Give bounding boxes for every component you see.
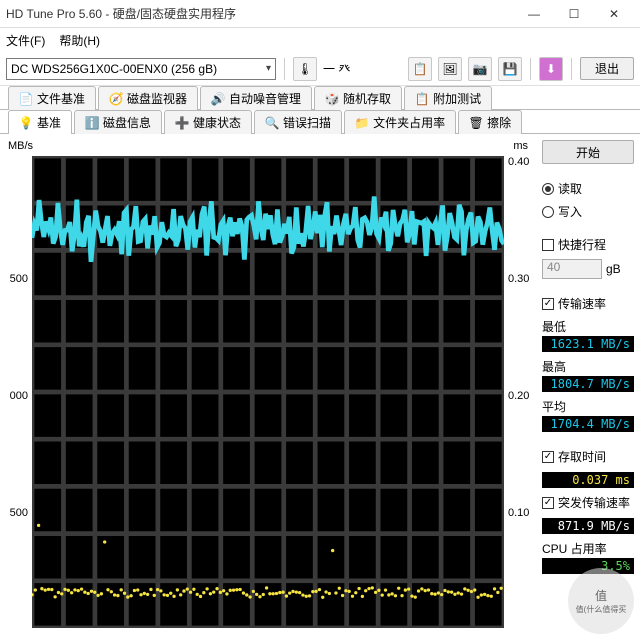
chevron-down-icon: ▾	[266, 63, 271, 74]
min-value: 1623.1 MB/s	[542, 336, 634, 352]
tab-icon: 💡	[19, 116, 33, 130]
tab-icon: ➕	[175, 116, 189, 130]
titlebar: HD Tune Pro 5.60 - 硬盘/固态硬盘实用程序 — ☐ ✕	[0, 0, 640, 28]
tabs-row-2: 💡基准ℹ️磁盘信息➕健康状态🔍错误扫描📁文件夹占用率🗑擦除	[0, 110, 640, 134]
short-unit: gB	[606, 262, 621, 276]
max-label: 最高	[542, 358, 634, 375]
screenshot-icon[interactable]: 🖼	[438, 57, 462, 81]
min-label: 最低	[542, 318, 634, 335]
tab-icon: 📁	[355, 116, 369, 130]
thermometer-icon[interactable]: 🌡	[293, 57, 317, 81]
y-right-label: ms	[513, 140, 528, 152]
tab-icon: 📄	[19, 92, 33, 106]
drive-select[interactable]: DC WDS256G1X0C-00ENX0 (256 gB) ▾	[6, 58, 276, 80]
save-icon[interactable]: 💾	[498, 57, 522, 81]
settings-icon[interactable]: ⬇	[539, 57, 563, 81]
cpu-value: 3.5%	[542, 558, 634, 574]
camera-icon[interactable]: 📷	[468, 57, 492, 81]
tab-自动噪音管理[interactable]: 🔊自动噪音管理	[200, 86, 312, 110]
tab-文件夹占用率[interactable]: 📁文件夹占用率	[344, 110, 456, 134]
chart-area: MB/s ms 5000005000.400.300.200.10	[0, 134, 536, 640]
window-title: HD Tune Pro 5.60 - 硬盘/固态硬盘实用程序	[6, 5, 514, 22]
tab-磁盘监视器[interactable]: 🧭磁盘监视器	[98, 86, 198, 110]
tab-icon: ℹ️	[85, 116, 99, 130]
tab-icon: 🧭	[109, 92, 123, 106]
tab-附加测试[interactable]: 📋附加测试	[404, 86, 492, 110]
exit-button[interactable]: 退出	[580, 57, 634, 80]
tab-文件基准[interactable]: 📄文件基准	[8, 86, 96, 110]
tab-icon: 🗑	[469, 116, 483, 130]
avg-value: 1704.4 MB/s	[542, 416, 634, 432]
access-value: 0.037 ms	[542, 472, 634, 488]
y-left-label: MB/s	[8, 140, 33, 152]
close-button[interactable]: ✕	[594, 2, 634, 26]
menu-file[interactable]: 文件(F)	[6, 32, 45, 49]
read-radio[interactable]: 读取	[542, 180, 634, 197]
drive-select-value: DC WDS256G1X0C-00ENX0 (256 gB)	[11, 62, 217, 76]
tab-磁盘信息[interactable]: ℹ️磁盘信息	[74, 110, 162, 134]
avg-label: 平均	[542, 398, 634, 415]
copy-icon[interactable]: 📋	[408, 57, 432, 81]
menubar: 文件(F) 帮助(H)	[0, 28, 640, 52]
access-check[interactable]: ✓存取时间	[542, 448, 634, 465]
tab-健康状态[interactable]: ➕健康状态	[164, 110, 252, 134]
tab-基准[interactable]: 💡基准	[8, 110, 72, 134]
tab-icon: 📋	[415, 92, 429, 106]
burst-check[interactable]: ✓突发传输速率	[542, 494, 634, 511]
tab-随机存取[interactable]: 🎲随机存取	[314, 86, 402, 110]
temp-label: 一 癶	[323, 60, 350, 77]
maximize-button[interactable]: ☐	[554, 2, 594, 26]
tab-擦除[interactable]: 🗑擦除	[458, 110, 522, 134]
start-button[interactable]: 开始	[542, 140, 634, 164]
short-value-input[interactable]: 40	[542, 259, 602, 279]
tab-icon: 🔊	[211, 92, 225, 106]
rate-check[interactable]: ✓传输速率	[542, 295, 634, 312]
minimize-button[interactable]: —	[514, 2, 554, 26]
tab-icon: 🎲	[325, 92, 339, 106]
short-check[interactable]: 快捷行程	[542, 236, 634, 253]
menu-help[interactable]: 帮助(H)	[59, 32, 100, 49]
burst-value: 871.9 MB/s	[542, 518, 634, 534]
tab-错误扫描[interactable]: 🔍错误扫描	[254, 110, 342, 134]
benchmark-chart	[32, 156, 504, 628]
toolbar: DC WDS256G1X0C-00ENX0 (256 gB) ▾ 🌡 一 癶 📋…	[0, 52, 640, 86]
side-panel: 开始 读取 写入 快捷行程 40 gB ✓传输速率 最低1623.1 MB/s …	[536, 134, 640, 640]
tabs-row-1: 📄文件基准🧭磁盘监视器🔊自动噪音管理🎲随机存取📋附加测试	[0, 86, 640, 110]
max-value: 1804.7 MB/s	[542, 376, 634, 392]
cpu-label: CPU 占用率	[542, 540, 634, 557]
tab-icon: 🔍	[265, 116, 279, 130]
write-radio[interactable]: 写入	[542, 203, 634, 220]
